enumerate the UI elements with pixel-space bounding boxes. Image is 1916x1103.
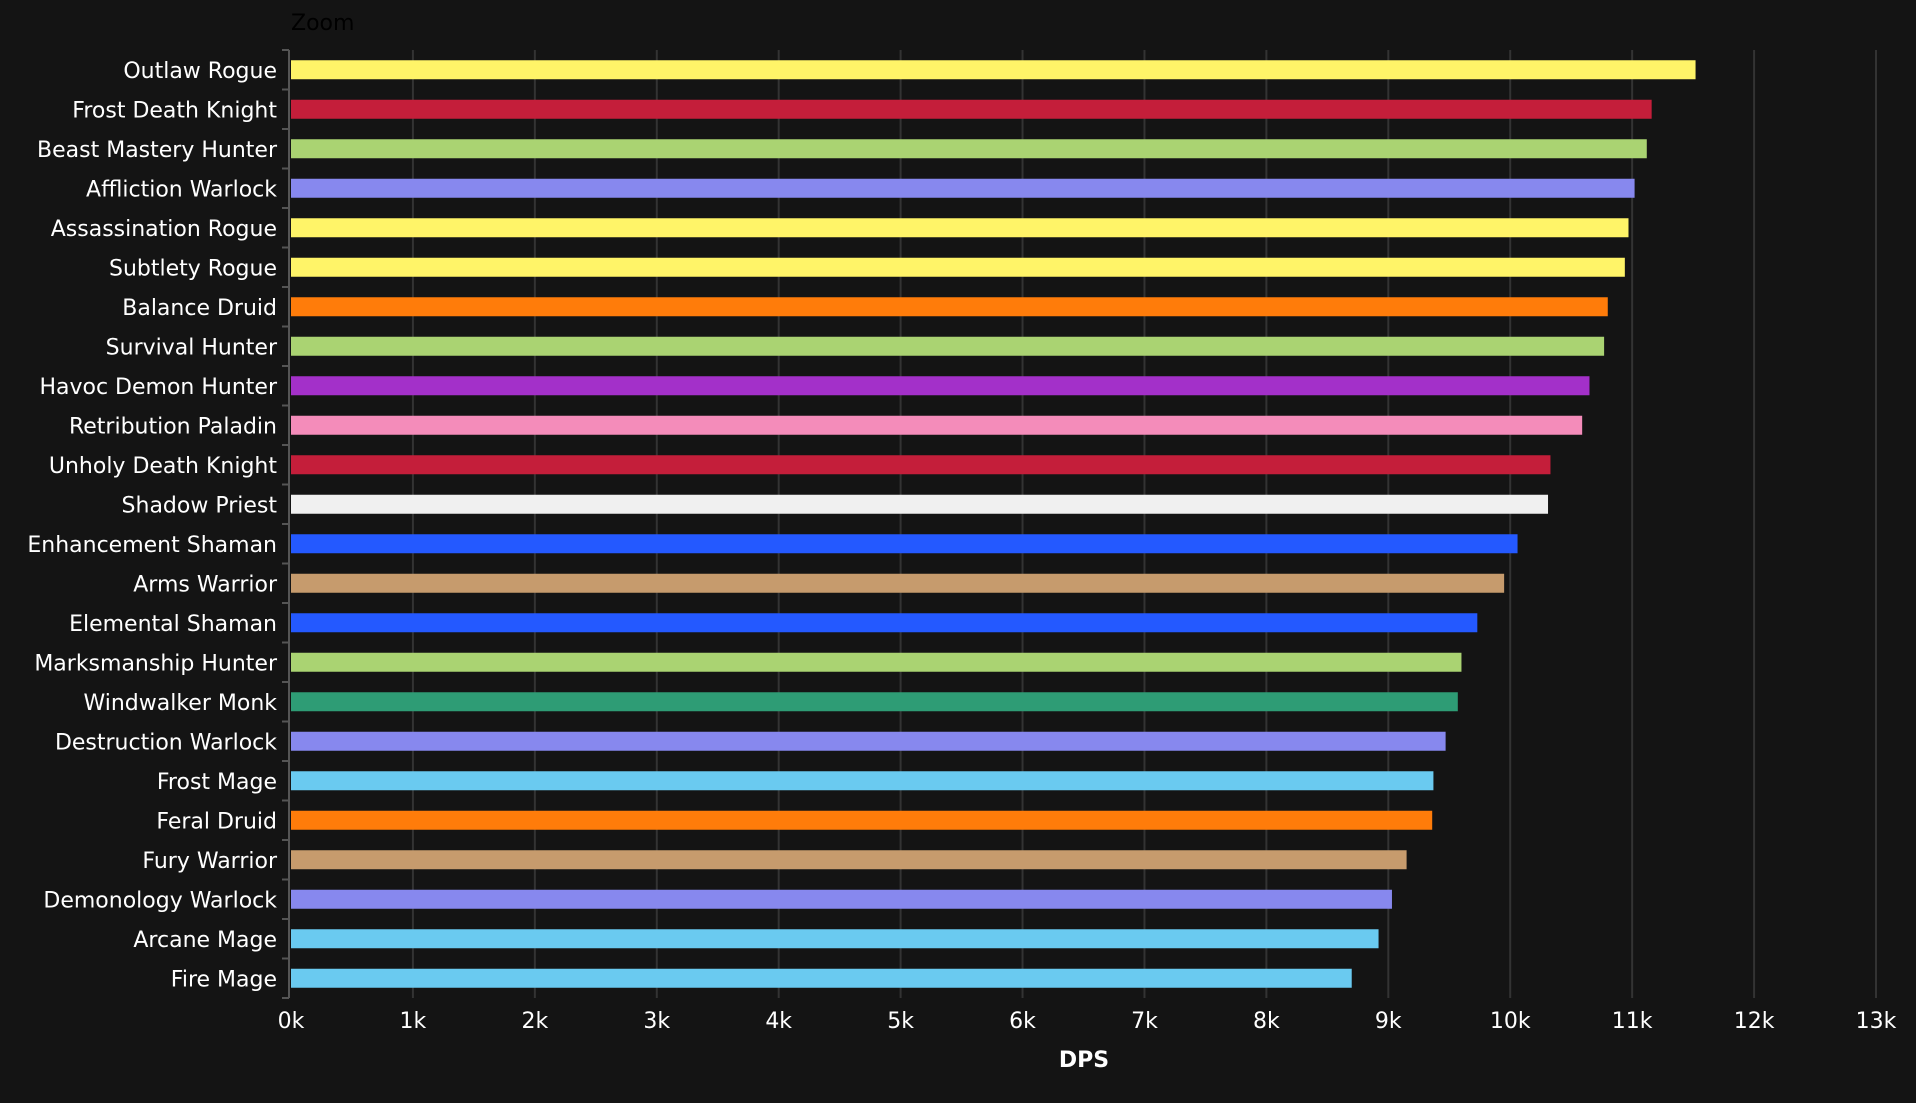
x-tick-label: 1k: [400, 1009, 427, 1034]
category-label: Destruction Warlock: [55, 730, 277, 755]
category-label: Affliction Warlock: [86, 177, 277, 202]
bar-arcane-mage[interactable]: [291, 929, 1379, 949]
x-tick-label: 8k: [1253, 1009, 1280, 1034]
category-label: Outlaw Rogue: [123, 59, 277, 84]
bar-outlaw-rogue[interactable]: [291, 60, 1696, 80]
bar-affliction-warlock[interactable]: [291, 178, 1635, 198]
category-label-layer: Outlaw Rogue Frost Death Knight Beast Mast…: [27, 59, 278, 993]
category-label: Balance Druid: [122, 296, 277, 321]
category-label: Assassination Rogue: [51, 217, 277, 242]
category-label: Marksmanship Hunter: [34, 651, 278, 676]
category-label: Windwalker Monk: [83, 691, 277, 716]
bar-subtlety-rogue[interactable]: [291, 257, 1625, 277]
x-tick-label: 10k: [1490, 1009, 1531, 1034]
category-label: Havoc Demon Hunter: [39, 375, 277, 400]
grid-layer: [282, 49, 1877, 999]
category-label: Fury Warrior: [142, 849, 278, 874]
x-tick-label: 7k: [1131, 1009, 1158, 1034]
x-tick-label: 6k: [1009, 1009, 1036, 1034]
bar-enhancement-shaman[interactable]: [291, 534, 1518, 554]
category-label: Retribution Paladin: [69, 414, 277, 439]
bar-marksmanship-hunter[interactable]: [291, 652, 1462, 672]
bar-havoc-demon-hunter[interactable]: [291, 376, 1590, 396]
bar-assassination-rogue[interactable]: [291, 218, 1629, 238]
x-tick-label: 0k: [278, 1009, 305, 1034]
x-tick-label: 11k: [1612, 1009, 1653, 1034]
x-tick-label: 12k: [1734, 1009, 1775, 1034]
x-tick-label: 2k: [521, 1009, 548, 1034]
x-tick-label: 13k: [1856, 1009, 1897, 1034]
category-label: Arms Warrior: [133, 572, 278, 597]
bar-windwalker-monk[interactable]: [291, 692, 1458, 712]
category-label: Frost Mage: [157, 770, 277, 795]
category-label: Beast Mastery Hunter: [37, 138, 278, 163]
category-label: Unholy Death Knight: [49, 454, 277, 479]
bar-arms-warrior[interactable]: [291, 573, 1505, 593]
bar-shadow-priest[interactable]: [291, 494, 1549, 514]
bar-feral-druid[interactable]: [291, 810, 1433, 830]
x-tick-label: 4k: [765, 1009, 792, 1034]
bar-beast-mastery-hunter[interactable]: [291, 139, 1647, 159]
bar-elemental-shaman[interactable]: [291, 613, 1478, 633]
bar-retribution-paladin[interactable]: [291, 415, 1583, 435]
category-label: Subtlety Rogue: [109, 256, 277, 281]
bar-frost-death-knight[interactable]: [291, 99, 1652, 119]
bar-layer: [291, 60, 1696, 988]
category-label: Elemental Shaman: [69, 612, 277, 637]
bar-unholy-death-knight[interactable]: [291, 455, 1551, 475]
bar-fury-warrior[interactable]: [291, 850, 1407, 870]
x-tick-label: 5k: [887, 1009, 914, 1034]
bar-destruction-warlock[interactable]: [291, 731, 1446, 751]
bar-frost-mage[interactable]: [291, 771, 1434, 791]
bar-survival-hunter[interactable]: [291, 336, 1605, 356]
x-axis-title: DPS: [1059, 1048, 1109, 1073]
category-label: Demonology Warlock: [43, 888, 277, 913]
x-tick-layer: 0k 1k 2k 3k 4k 5k 6k 7k 8k 9k 10k 11k 12k 13k: [278, 1009, 1897, 1034]
category-label: Frost Death Knight: [72, 98, 277, 123]
category-label: Arcane Mage: [133, 928, 277, 953]
category-label: Fire Mage: [171, 967, 277, 992]
category-label: Feral Druid: [156, 809, 277, 834]
zoom-button[interactable]: Zoom: [291, 11, 354, 36]
category-label: Enhancement Shaman: [27, 533, 277, 558]
bar-demonology-warlock[interactable]: [291, 889, 1392, 909]
x-tick-label: 9k: [1375, 1009, 1402, 1034]
bar-balance-druid[interactable]: [291, 297, 1608, 317]
bar-fire-mage[interactable]: [291, 968, 1352, 988]
category-label: Shadow Priest: [122, 493, 278, 518]
x-tick-label: 3k: [643, 1009, 670, 1034]
category-label: Survival Hunter: [106, 335, 278, 360]
